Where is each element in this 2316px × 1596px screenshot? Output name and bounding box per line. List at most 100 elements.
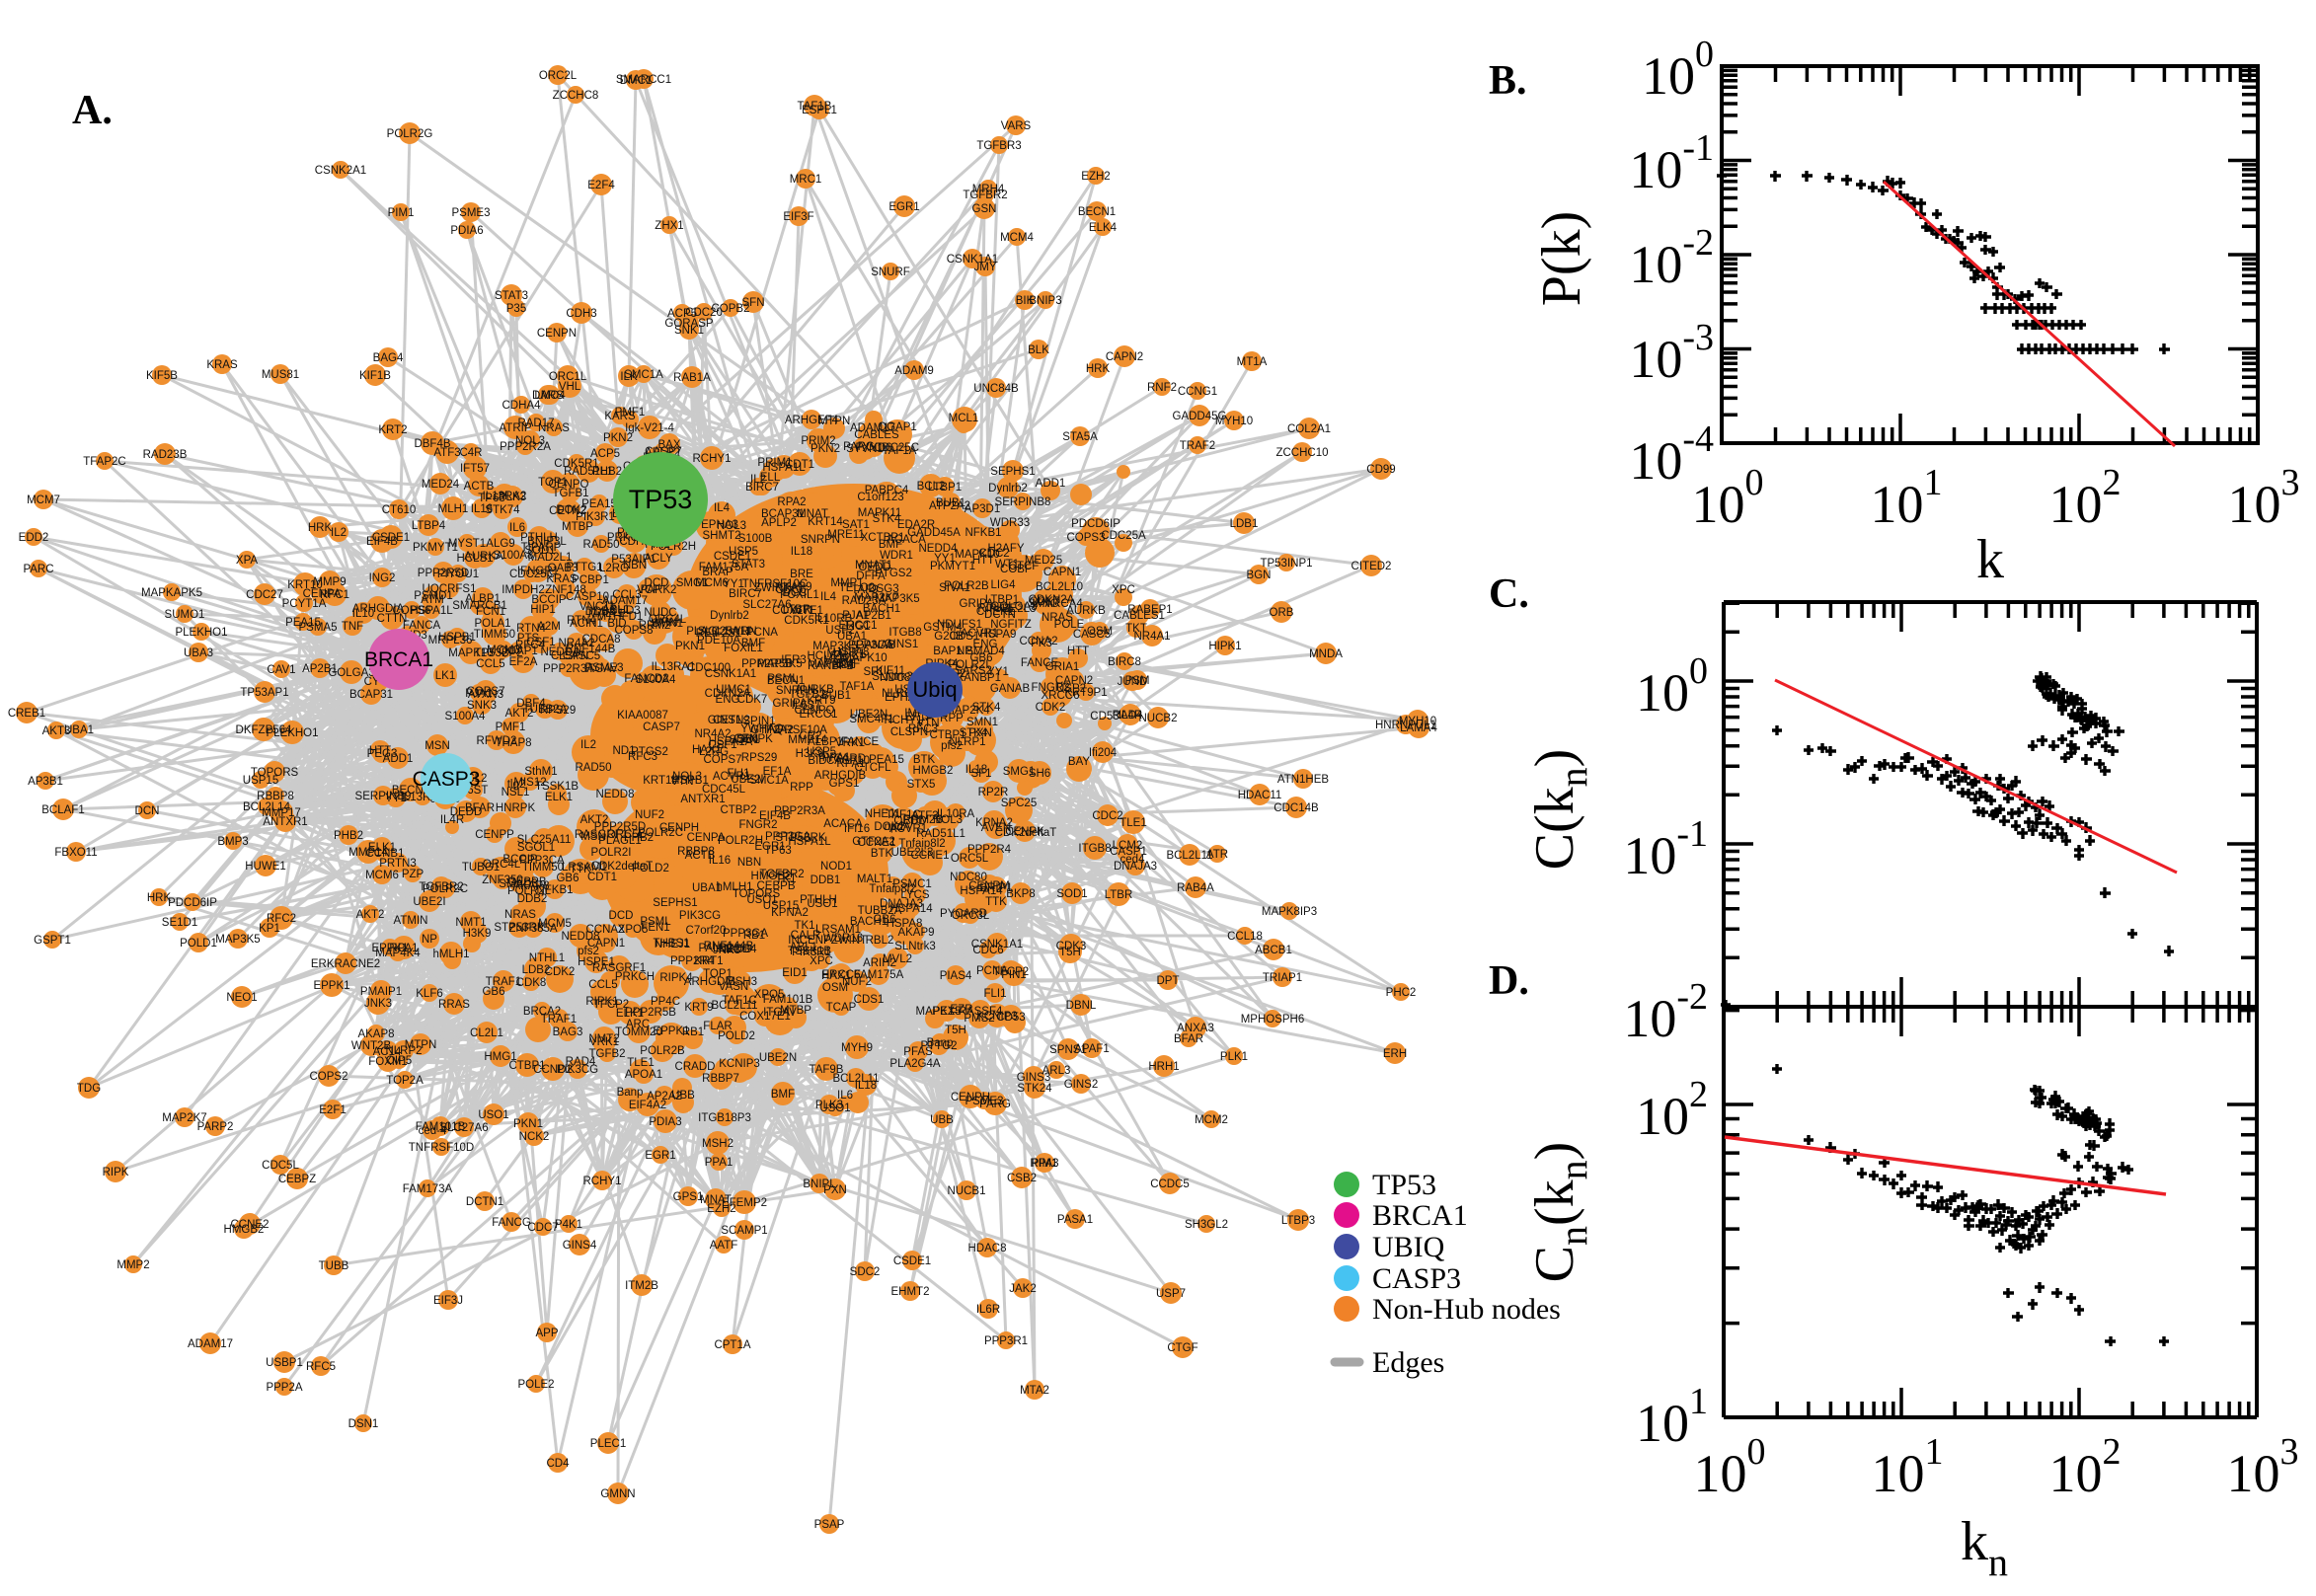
svg-text:RTN4: RTN4 <box>567 615 596 627</box>
svg-text:XCTBP1: XCTBP1 <box>861 532 905 544</box>
svg-text:TP53INP1: TP53INP1 <box>1260 558 1312 570</box>
svg-text:CDH3: CDH3 <box>566 308 596 320</box>
svg-text:MPHOSPH6: MPHOSPH6 <box>1241 1014 1305 1026</box>
svg-text:HMG1: HMG1 <box>484 1051 516 1063</box>
svg-text:BGN: BGN <box>1247 570 1272 581</box>
svg-text:CDC14B: CDC14B <box>1274 802 1319 814</box>
svg-text:OIP5: OIP5 <box>386 1055 412 1067</box>
svg-text:POLE2: POLE2 <box>517 1379 554 1391</box>
svg-text:MALT1: MALT1 <box>857 874 892 885</box>
svg-text:AURKA: AURKA <box>464 551 503 563</box>
svg-text:COL2A1: COL2A1 <box>1287 423 1331 435</box>
svg-text:KIAA0087: KIAA0087 <box>617 710 668 722</box>
svg-text:AVEN: AVEN <box>981 822 1011 834</box>
svg-text:HSPE1: HSPE1 <box>578 956 615 968</box>
svg-text:TUBB: TUBB <box>319 1260 349 1272</box>
svg-text:GMNN: GMNN <box>600 1488 635 1500</box>
svg-text:CDK2: CDK2 <box>545 966 576 978</box>
svg-text:BMF: BMF <box>771 1089 795 1101</box>
svg-text:COX17E1: COX17E1 <box>772 605 823 617</box>
svg-text:HSPA8: HSPA8 <box>887 918 923 930</box>
svg-text:PTGS2: PTGS2 <box>631 746 668 758</box>
svg-text:COPS3: COPS3 <box>1067 532 1106 544</box>
svg-text:THAP8: THAP8 <box>495 737 531 749</box>
svg-text:SDC2: SDC2 <box>850 1266 881 1278</box>
svg-text:CASP10: CASP10 <box>826 755 870 767</box>
svg-text:P35: P35 <box>506 303 526 315</box>
svg-text:MRH4: MRH4 <box>972 184 1005 195</box>
svg-text:CDC25C: CDC25C <box>509 569 555 580</box>
svg-text:CETN2: CETN2 <box>713 715 750 726</box>
svg-text:H3K9: H3K9 <box>463 928 492 940</box>
svg-text:CSNK1A1: CSNK1A1 <box>705 668 756 680</box>
svg-text:PDCD6IP: PDCD6IP <box>168 897 217 909</box>
svg-text:SH3GL2: SH3GL2 <box>1185 1219 1228 1231</box>
svg-text:UBA1: UBA1 <box>64 724 94 736</box>
svg-text:ELK1: ELK1 <box>368 842 396 854</box>
svg-text:CSDE1: CSDE1 <box>893 1255 931 1267</box>
svg-text:ZCCHC8: ZCCHC8 <box>553 90 599 102</box>
svg-text:CSB2: CSB2 <box>1007 1173 1037 1184</box>
svg-text:SthM1: SthM1 <box>524 766 557 778</box>
svg-text:BTK: BTK <box>913 754 936 766</box>
svg-text:CASP3: CASP3 <box>1372 1262 1461 1295</box>
svg-text:KRAS: KRAS <box>206 359 238 371</box>
svg-text:MUS81: MUS81 <box>262 369 299 381</box>
svg-text:TRAF1: TRAF1 <box>541 1014 577 1026</box>
svg-text:BNIP3L: BNIP3L <box>527 536 567 548</box>
svg-text:BRCA1: BRCA1 <box>1372 1199 1468 1232</box>
svg-text:PABPC4: PABPC4 <box>865 485 909 496</box>
svg-text:ITGAV: ITGAV <box>763 1007 797 1019</box>
svg-text:SPNS1: SPNS1 <box>1049 1044 1087 1056</box>
svg-text:ORB: ORB <box>1270 607 1294 619</box>
svg-text:GSN: GSN <box>972 203 997 215</box>
svg-text:Ubiq: Ubiq <box>912 677 957 702</box>
svg-text:SERPINB8: SERPINB8 <box>995 496 1051 508</box>
svg-text:MT1A: MT1A <box>1237 356 1268 368</box>
svg-text:DDB1: DDB1 <box>811 874 841 886</box>
svg-text:PSMA5: PSMA5 <box>299 622 338 634</box>
svg-text:pfs2: pfs2 <box>941 740 963 752</box>
svg-text:MAP2K7: MAP2K7 <box>162 1112 206 1124</box>
svg-text:CAPN2: CAPN2 <box>1106 351 1143 363</box>
svg-text:H3K9: H3K9 <box>796 748 824 760</box>
svg-text:TCAP: TCAP <box>826 1002 857 1014</box>
svg-text:HDAC11: HDAC11 <box>1238 790 1282 801</box>
svg-text:C.: C. <box>1489 571 1529 617</box>
svg-text:ZCCHC10: ZCCHC10 <box>1275 447 1328 459</box>
svg-text:ANXA3: ANXA3 <box>1177 1023 1214 1034</box>
svg-text:HCLS1: HCLS1 <box>807 650 843 662</box>
svg-text:RAB4A: RAB4A <box>1177 882 1214 894</box>
svg-text:NSL1: NSL1 <box>502 787 530 798</box>
svg-text:RRM2: RRM2 <box>639 620 671 632</box>
svg-text:CAV1: CAV1 <box>267 664 295 676</box>
svg-text:UNC84B: UNC84B <box>973 383 1019 395</box>
svg-text:LTBP3: LTBP3 <box>1281 1215 1315 1227</box>
svg-text:IL4: IL4 <box>714 502 731 514</box>
svg-text:GORASP: GORASP <box>664 318 714 330</box>
svg-text:ERKRACNE2: ERKRACNE2 <box>311 958 380 970</box>
svg-text:NMT2: NMT2 <box>588 1033 619 1045</box>
svg-text:SGOL1: SGOL1 <box>517 842 555 854</box>
svg-text:A2M: A2M <box>537 621 561 633</box>
svg-text:PIM1: PIM1 <box>388 207 415 219</box>
svg-text:GANAB: GANAB <box>990 683 1031 695</box>
svg-text:RAD51L1: RAD51L1 <box>564 466 613 478</box>
svg-text:RCHY1: RCHY1 <box>693 453 732 465</box>
svg-text:GRIA1: GRIA1 <box>1045 661 1080 673</box>
svg-text:PMF1: PMF1 <box>496 722 526 733</box>
svg-text:S100A4: S100A4 <box>445 711 487 722</box>
svg-text:COPS6: COPS6 <box>393 605 431 617</box>
svg-text:JNK3: JNK3 <box>364 998 392 1010</box>
svg-text:NDC80: NDC80 <box>950 872 987 883</box>
svg-text:PIN1: PIN1 <box>1001 969 1027 981</box>
svg-text:MTPN: MTPN <box>818 416 851 427</box>
svg-text:PPP3R1: PPP3R1 <box>984 1335 1028 1347</box>
svg-text:DCTN1: DCTN1 <box>466 1196 503 1208</box>
svg-text:CAPN1: CAPN1 <box>1043 567 1081 578</box>
svg-text:DCN: DCN <box>135 805 160 817</box>
svg-text:CD99: CD99 <box>1366 464 1395 476</box>
svg-text:AATF: AATF <box>710 1240 738 1252</box>
svg-text:RNF2: RNF2 <box>1147 382 1177 394</box>
svg-text:EPPK1: EPPK1 <box>313 980 349 992</box>
